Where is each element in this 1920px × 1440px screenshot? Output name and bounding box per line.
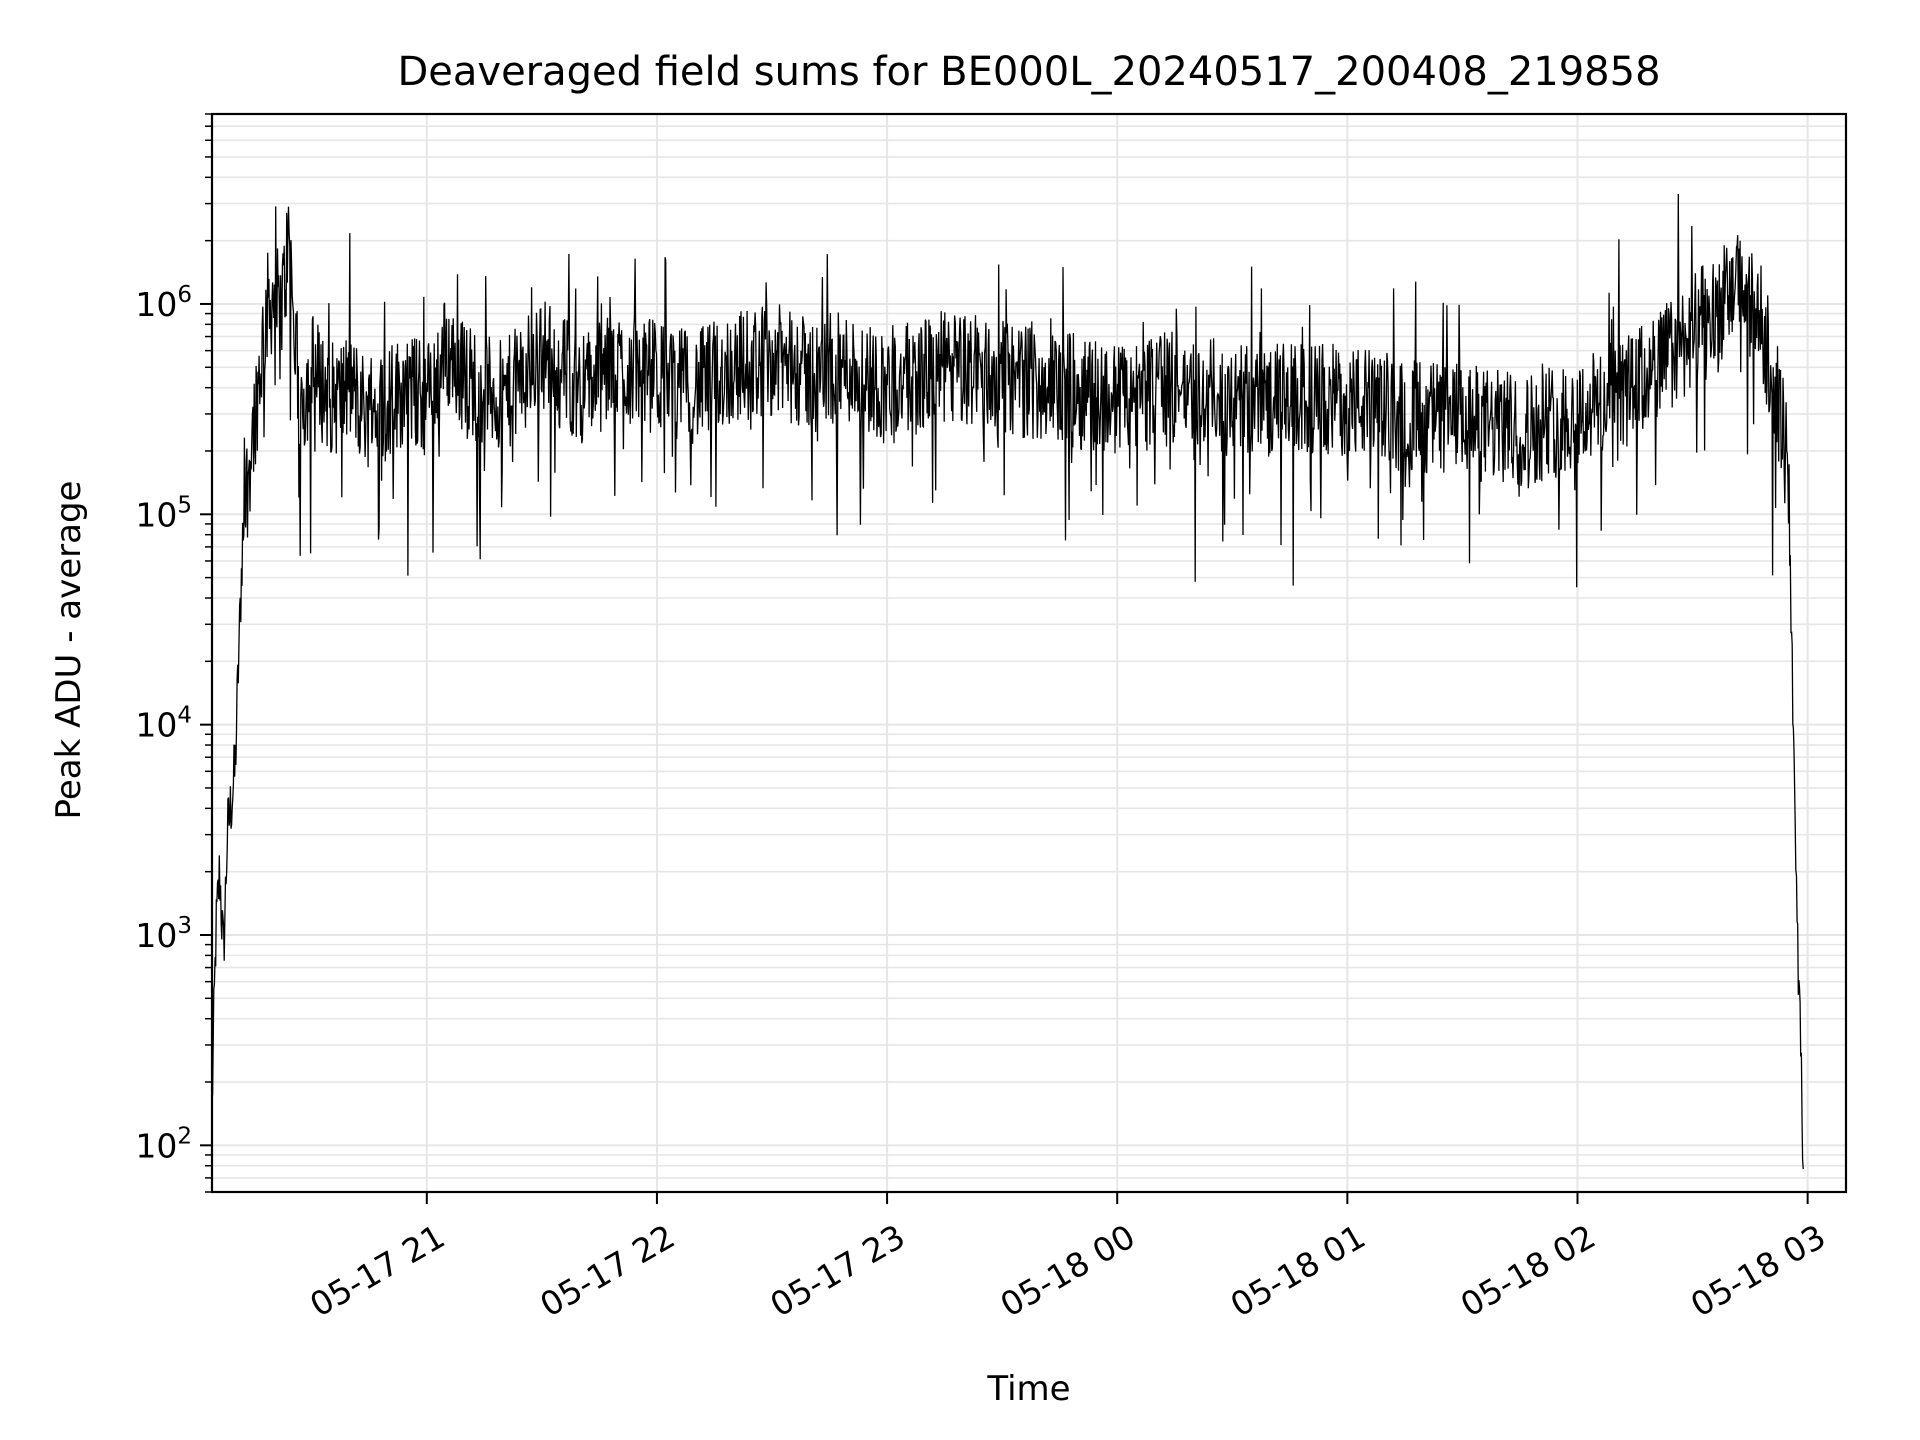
- x-axis-label: Time: [986, 1369, 1070, 1409]
- y-tick-label: 104: [135, 703, 192, 745]
- chart-title: Deaveraged field sums for BE000L_2024051…: [397, 49, 1660, 95]
- series-line: [211, 193, 1805, 1170]
- grid-lines: [212, 113, 1846, 1193]
- y-tick-label: 106: [135, 282, 192, 324]
- y-tick-label: 105: [135, 492, 192, 534]
- y-axis-label: Peak ADU - average: [49, 481, 89, 820]
- y-axis-ticks: 102 103 104 105 106: [135, 113, 212, 1193]
- plot-frame: [210, 112, 1848, 1194]
- y-tick-label: 102: [135, 1123, 192, 1165]
- series-polyline: [211, 193, 1805, 1170]
- y-tick-label: 103: [135, 913, 192, 955]
